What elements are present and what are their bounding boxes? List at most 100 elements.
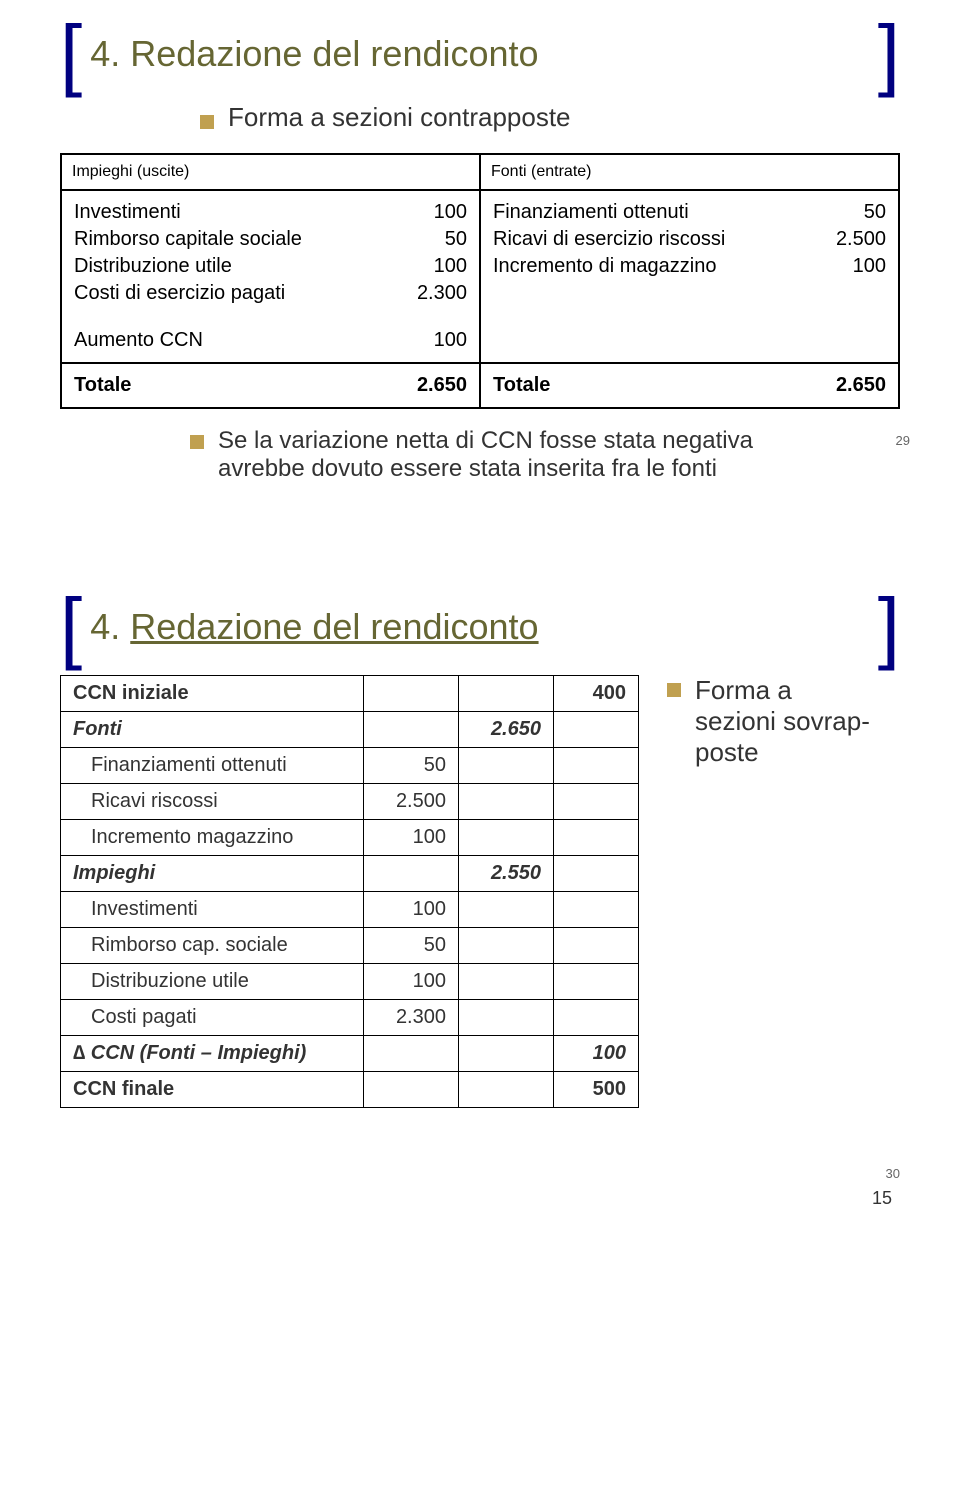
- slide1-right-header: Fonti (entrate): [481, 155, 898, 191]
- row-label: Impieghi: [61, 856, 364, 892]
- row-c1: [364, 1036, 459, 1072]
- row-c2: [459, 892, 554, 928]
- row-value: 50: [445, 228, 467, 251]
- spacer-row: [481, 327, 898, 354]
- row-c3: 500: [554, 1072, 639, 1108]
- row-c2: 2.650: [459, 712, 554, 748]
- aumento-label: Aumento CCN: [74, 329, 203, 352]
- row-label: Investimenti: [74, 201, 181, 224]
- row-label: Costi pagati: [61, 1000, 364, 1036]
- slide1-table: Impieghi (uscite) Investimenti100Rimbors…: [60, 153, 900, 409]
- row-c1: 50: [364, 748, 459, 784]
- totale-right-value: 2.650: [836, 374, 886, 397]
- row-value: 2.500: [836, 228, 886, 251]
- row-label: ∆ CCN (Fonti – Impieghi): [61, 1036, 364, 1072]
- table-row: Rimborso capitale sociale 50: [62, 226, 479, 253]
- row-c2: [459, 928, 554, 964]
- row-c2: [459, 1072, 554, 1108]
- row-c2: [459, 784, 554, 820]
- slide2-side-label: Forma a sezioni sovrap-poste: [695, 675, 875, 768]
- slide2-title-prefix: 4.: [90, 606, 130, 647]
- slide2-title: 4. Redazione del rendiconto: [90, 606, 538, 648]
- row-c1: [364, 856, 459, 892]
- row-c2: [459, 748, 554, 784]
- row-c3: 100: [554, 1036, 639, 1072]
- row-label: CCN finale: [61, 1072, 364, 1108]
- row-c2: [459, 676, 554, 712]
- slide1-number: 29: [896, 433, 910, 448]
- row-value: 100: [434, 255, 467, 278]
- table-row: Distribuzione utile100: [62, 253, 479, 280]
- row-label: Finanziamenti ottenuti: [493, 201, 689, 224]
- bracket-right-icon: ]: [878, 603, 900, 651]
- slide-1: [ 4. Redazione del rendiconto ] Forma a …: [60, 30, 900, 483]
- slide1-subtitle: Forma a sezioni contrapposte: [228, 102, 571, 133]
- row-value: 100: [853, 255, 886, 278]
- row-c1: [364, 712, 459, 748]
- row-c2: [459, 820, 554, 856]
- row-c1: 100: [364, 820, 459, 856]
- table-row: Finanziamenti ottenuti 50: [481, 199, 898, 226]
- bullet-icon: [190, 435, 204, 449]
- row-c3: 400: [554, 676, 639, 712]
- row-c1: [364, 676, 459, 712]
- table-row: Ricavi di esercizio riscossi 2.500: [481, 226, 898, 253]
- row-label: Rimborso capitale sociale: [74, 228, 302, 251]
- bracket-left-icon: [: [60, 603, 82, 651]
- table-row: Investimenti100: [62, 199, 479, 226]
- bullet-icon: [667, 683, 681, 697]
- totale-right-label: Totale: [493, 374, 550, 397]
- row-c3: [554, 928, 639, 964]
- row-label: Fonti: [61, 712, 364, 748]
- page: [ 4. Redazione del rendiconto ] Forma a …: [0, 0, 960, 1269]
- slide2-side-label-row: Forma a sezioni sovrap-poste: [667, 675, 900, 768]
- row-c3: [554, 856, 639, 892]
- table-row: Incremento di magazzino 100: [481, 253, 898, 280]
- table-row: Impieghi 2.550: [61, 856, 639, 892]
- row-c1: [364, 1072, 459, 1108]
- aumento-value: 100: [434, 329, 467, 352]
- slide2-table: CCN iniziale 400 Fonti 2.650Finanziamenti o…: [60, 675, 639, 1108]
- slide1-note: Se la variazione netta di CCN fosse stat…: [218, 427, 778, 483]
- slide1-right-total: Totale 2.650: [481, 362, 898, 407]
- slide1-subtitle-row: Forma a sezioni contrapposte: [200, 102, 900, 133]
- row-c2: 2.550: [459, 856, 554, 892]
- row-c2: [459, 1036, 554, 1072]
- slide2-title-row: [ 4. Redazione del rendiconto ]: [60, 603, 900, 651]
- table-row: Finanziamenti ottenuti50: [61, 748, 639, 784]
- table-row: Rimborso cap. sociale50: [61, 928, 639, 964]
- bracket-left-icon: [: [60, 30, 82, 78]
- totale-left-value: 2.650: [417, 374, 467, 397]
- row-value: 50: [864, 201, 886, 224]
- table-row: Fonti 2.650: [61, 712, 639, 748]
- row-label: Costi di esercizio pagati: [74, 282, 285, 305]
- table-row: Ricavi riscossi2.500: [61, 784, 639, 820]
- row-c1: 50: [364, 928, 459, 964]
- row-c2: [459, 964, 554, 1000]
- row-c3: [554, 748, 639, 784]
- row-c3: [554, 1000, 639, 1036]
- row-c3: [554, 892, 639, 928]
- slide1-left-body: Investimenti100Rimborso capitale sociale…: [62, 191, 479, 362]
- table-row: Distribuzione utile100: [61, 964, 639, 1000]
- page-number: 15: [60, 1188, 900, 1209]
- table-row: Costi pagati2.300: [61, 1000, 639, 1036]
- slide1-note-row: Se la variazione netta di CCN fosse stat…: [190, 427, 900, 483]
- row-c1: 2.300: [364, 1000, 459, 1036]
- row-c2: [459, 1000, 554, 1036]
- table-row: ∆ CCN (Fonti – Impieghi) 100: [61, 1036, 639, 1072]
- row-label: Investimenti: [61, 892, 364, 928]
- slide2-title-link: Redazione del rendiconto: [130, 606, 538, 647]
- row-label: Incremento di magazzino: [493, 255, 716, 278]
- row-c3: [554, 784, 639, 820]
- slide1-title-row: [ 4. Redazione del rendiconto ]: [60, 30, 900, 78]
- table-row: Incremento magazzino100: [61, 820, 639, 856]
- row-label: Ricavi di esercizio riscossi: [493, 228, 725, 251]
- bullet-icon: [200, 115, 214, 129]
- row-c1: 100: [364, 892, 459, 928]
- table-row: CCN finale 500: [61, 1072, 639, 1108]
- row-label: Incremento magazzino: [61, 820, 364, 856]
- row-label: CCN iniziale: [61, 676, 364, 712]
- slide1-left-col: Impieghi (uscite) Investimenti100Rimbors…: [60, 153, 481, 409]
- row-c1: 100: [364, 964, 459, 1000]
